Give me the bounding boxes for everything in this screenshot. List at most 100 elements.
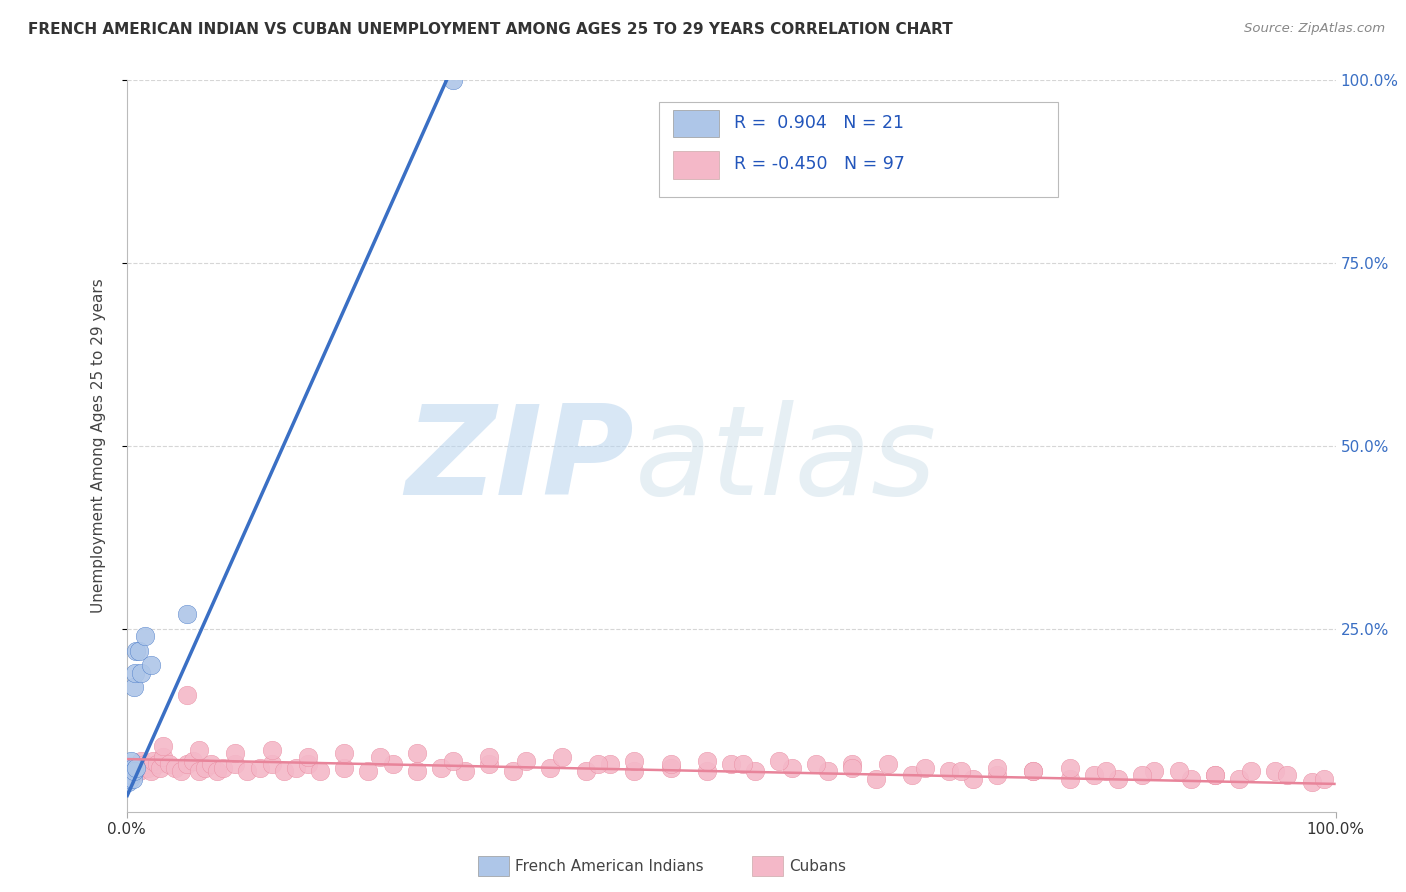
Point (181, 754, 204, 768)
Point (454, 764, 477, 779)
Point (117, 761, 139, 775)
Point (1180, 772, 1202, 786)
Point (804, 757, 827, 772)
Point (163, 761, 186, 775)
Point (1059, 761, 1081, 775)
Point (962, 772, 984, 786)
Point (877, 757, 900, 772)
Point (142, 754, 165, 768)
Point (586, 757, 609, 772)
Point (659, 761, 682, 775)
Point (1204, 768, 1226, 782)
Point (659, 757, 682, 772)
Text: Source: ZipAtlas.com: Source: ZipAtlas.com (1244, 22, 1385, 36)
Point (405, 764, 427, 779)
Point (1130, 768, 1153, 782)
Point (205, 764, 228, 779)
Point (780, 761, 803, 775)
Text: atlas: atlas (634, 401, 936, 521)
Point (120, 772, 142, 786)
Point (720, 757, 742, 772)
Point (129, 754, 152, 768)
Point (128, 644, 150, 658)
Point (1277, 768, 1299, 782)
Point (170, 764, 193, 779)
Point (1095, 764, 1118, 779)
Point (441, 73, 464, 87)
Point (121, 768, 143, 782)
Point (194, 761, 217, 775)
Point (696, 754, 718, 768)
Point (478, 749, 501, 764)
Point (139, 764, 162, 779)
Point (502, 764, 524, 779)
Point (575, 764, 598, 779)
Point (381, 757, 404, 772)
Point (224, 746, 246, 760)
Point (120, 761, 142, 775)
Point (405, 746, 427, 760)
Point (125, 761, 148, 775)
Text: French American Indians: French American Indians (515, 859, 703, 873)
Point (1312, 772, 1334, 786)
Point (249, 761, 271, 775)
Point (224, 757, 246, 772)
Point (1022, 764, 1045, 779)
Text: ZIP: ZIP (406, 401, 634, 521)
Point (841, 761, 863, 775)
Point (125, 644, 148, 658)
Point (118, 768, 141, 782)
Point (128, 764, 150, 779)
Point (949, 764, 972, 779)
Point (370, 749, 392, 764)
Text: R = -0.450   N = 97: R = -0.450 N = 97 (734, 155, 904, 173)
Point (1083, 768, 1105, 782)
Point (478, 757, 501, 772)
Point (200, 757, 222, 772)
Point (1167, 764, 1189, 779)
Point (1204, 768, 1226, 782)
Point (430, 761, 453, 775)
Point (188, 764, 211, 779)
Point (1143, 764, 1166, 779)
Point (551, 749, 574, 764)
Point (122, 764, 145, 779)
Point (146, 757, 169, 772)
Point (176, 757, 198, 772)
Text: R =  0.904   N = 21: R = 0.904 N = 21 (734, 113, 904, 132)
Point (124, 665, 146, 680)
Point (1264, 764, 1286, 779)
Point (157, 757, 180, 772)
Point (986, 761, 1008, 775)
Point (120, 754, 142, 768)
Point (696, 764, 718, 779)
Point (284, 761, 307, 775)
Point (122, 681, 145, 695)
Y-axis label: Unemployment Among Ages 25 to 29 years: Unemployment Among Ages 25 to 29 years (91, 278, 105, 614)
FancyBboxPatch shape (658, 103, 1057, 197)
Point (733, 757, 755, 772)
Point (441, 754, 464, 768)
Point (623, 754, 645, 768)
Point (357, 764, 380, 779)
FancyBboxPatch shape (673, 110, 718, 137)
Point (129, 665, 152, 680)
Point (901, 768, 924, 782)
Point (623, 764, 645, 779)
Point (121, 772, 143, 786)
Point (938, 764, 960, 779)
Point (1227, 772, 1250, 786)
Point (768, 754, 790, 768)
Point (139, 658, 162, 673)
Point (188, 742, 211, 756)
Point (125, 761, 148, 775)
Point (744, 764, 766, 779)
Point (865, 772, 887, 786)
Point (118, 764, 141, 779)
Point (152, 739, 174, 753)
Point (176, 688, 198, 702)
Point (134, 629, 156, 643)
Point (152, 749, 174, 764)
Point (986, 768, 1008, 782)
Point (176, 607, 198, 622)
